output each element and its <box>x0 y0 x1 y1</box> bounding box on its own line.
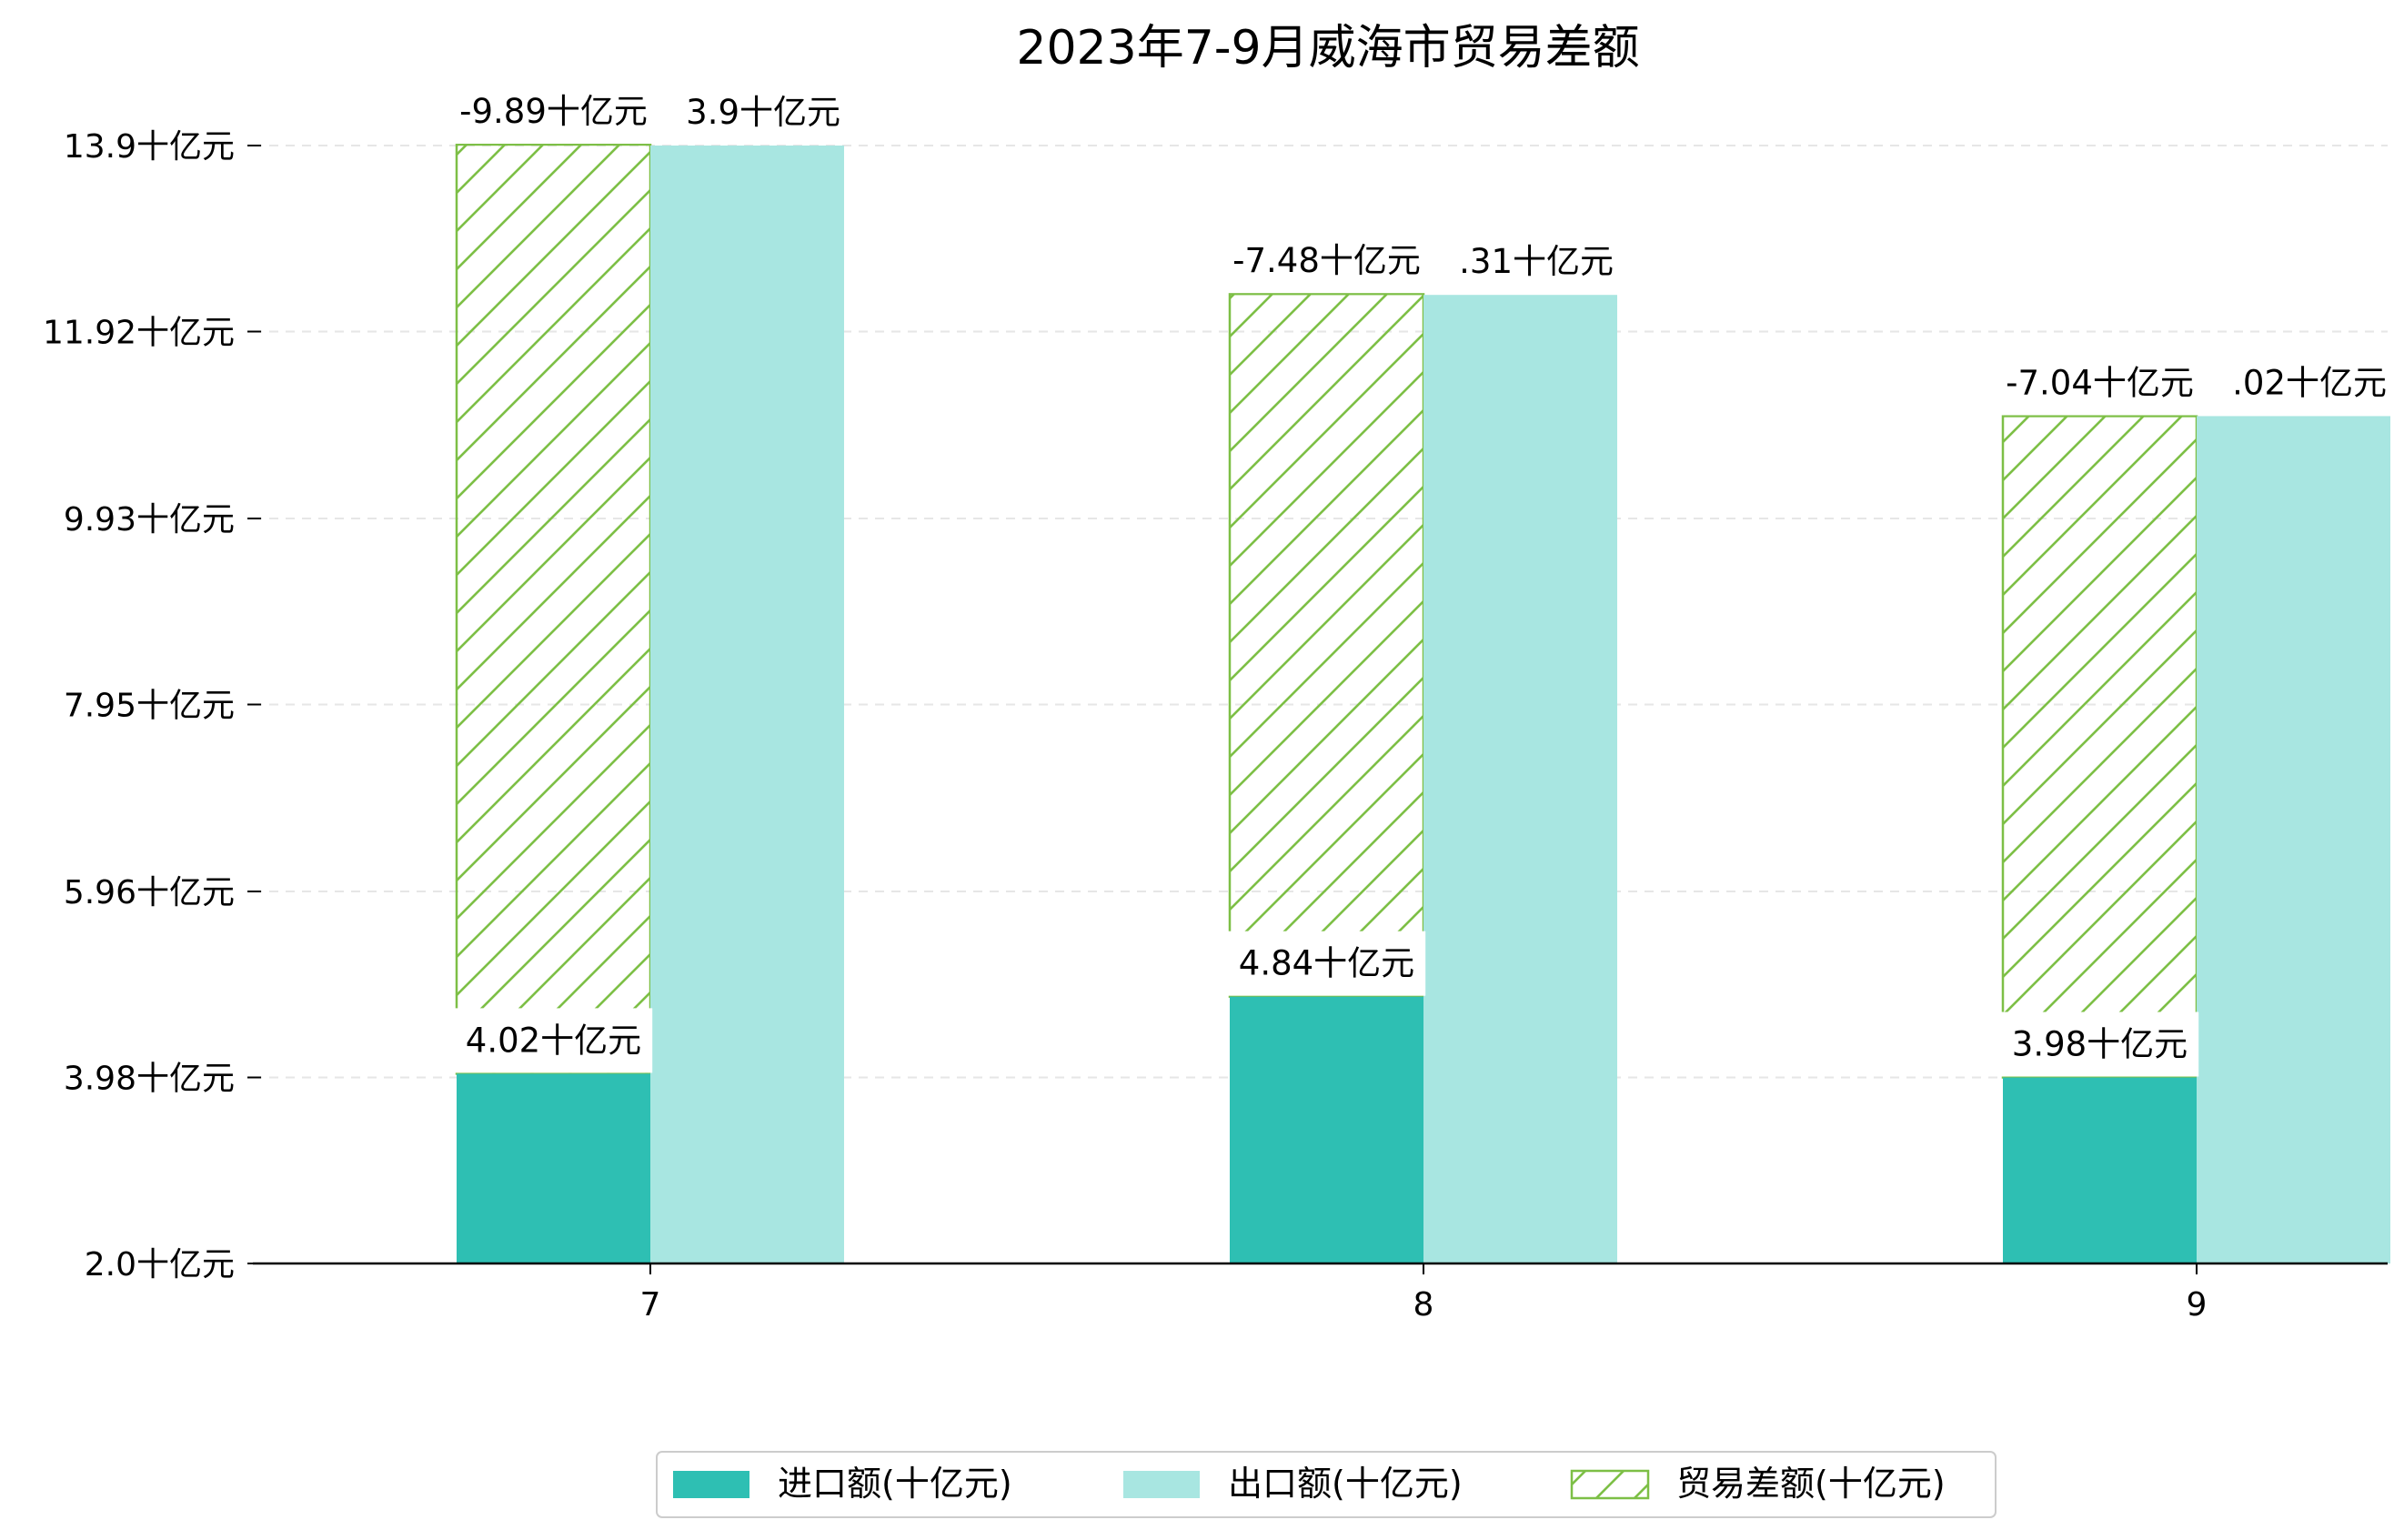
legend-swatch <box>1570 1469 1650 1500</box>
legend-item-balance: 贸易差额(十亿元) <box>1570 1464 1946 1504</box>
legend-frame <box>656 1451 1997 1518</box>
import-data-label-group: 4.02十亿元 <box>454 1008 653 1073</box>
export-bar <box>2197 416 2390 1263</box>
legend-item-import: 进口额(十亿元) <box>673 1464 1012 1504</box>
y-tick-label: 13.9十亿元 <box>64 128 235 166</box>
balance-data-label-background <box>1995 350 2205 416</box>
trade-balance-bar <box>1228 292 1425 998</box>
legend-label: 贸易差额(十亿元) <box>1676 1464 1946 1504</box>
export-data-label-background <box>675 80 851 145</box>
legend: 进口额(十亿元) 出口额(十亿元) 贸易差额(十亿元) <box>656 1451 1997 1518</box>
y-tick-label: 7.95十亿元 <box>64 688 235 725</box>
x-tick-label: 9 <box>2187 1286 2208 1324</box>
import-data-label-background <box>454 1008 653 1073</box>
balance-data-label-group: -9.89十亿元 <box>448 78 659 144</box>
balance-data-label: -7.48十亿元 <box>1232 241 1421 280</box>
chart-title: 2023年7-9月威海市贸易差额 <box>1016 21 1639 75</box>
import-bar <box>457 1073 650 1263</box>
export-data-label: .31十亿元 <box>1459 242 1614 281</box>
import-data-label-group: 3.98十亿元 <box>2000 1012 2199 1077</box>
export-data-label-group: 3.9十亿元 <box>675 80 851 145</box>
balance-data-label-background <box>1222 228 1432 294</box>
trade-balance-bar <box>455 143 652 1075</box>
balance-data-label: -9.89十亿元 <box>459 92 648 131</box>
export-bar <box>1423 295 1617 1263</box>
trade-balance-bar <box>2001 415 2198 1079</box>
export-data-label: 3.9十亿元 <box>686 93 840 132</box>
export-data-label-group: .31十亿元 <box>1448 229 1624 295</box>
export-bar <box>650 146 844 1263</box>
import-data-label-group: 4.84十亿元 <box>1227 931 1426 996</box>
y-tick-label: 2.0十亿元 <box>85 1246 235 1283</box>
import-data-label: 4.02十亿元 <box>466 1021 641 1060</box>
balance-data-label: -7.04十亿元 <box>2006 363 2194 402</box>
y-tick-label: 3.98十亿元 <box>64 1061 235 1098</box>
legend-swatch <box>673 1471 749 1498</box>
import-bar <box>2003 1077 2197 1263</box>
legend-label: 出口额(十亿元) <box>1228 1464 1463 1504</box>
export-data-label-background <box>1448 229 1624 295</box>
export-data-label-group: .02十亿元 <box>2221 350 2398 416</box>
import-data-label-background <box>1227 931 1426 996</box>
x-tick-label: 8 <box>1413 1286 1434 1324</box>
legend-item-export: 出口额(十亿元) <box>1123 1464 1463 1504</box>
y-tick-label: 5.96十亿元 <box>64 874 235 911</box>
import-data-label: 3.98十亿元 <box>2012 1025 2188 1064</box>
legend-label: 进口额(十亿元) <box>778 1464 1012 1504</box>
balance-data-label-group: -7.48十亿元 <box>1222 228 1432 294</box>
x-tick-label: 7 <box>640 1286 661 1324</box>
balance-data-label-background <box>448 78 659 144</box>
y-tick-label: 9.93十亿元 <box>64 501 235 538</box>
export-data-label-background <box>2221 350 2398 416</box>
export-data-label: .02十亿元 <box>2232 363 2387 402</box>
y-tick-label: 11.92十亿元 <box>43 314 235 351</box>
import-data-label-background <box>2000 1012 2199 1077</box>
legend-swatch <box>1123 1471 1200 1498</box>
import-bar <box>1230 996 1423 1263</box>
import-data-label: 4.84十亿元 <box>1239 944 1414 983</box>
balance-data-label-group: -7.04十亿元 <box>1995 350 2205 416</box>
